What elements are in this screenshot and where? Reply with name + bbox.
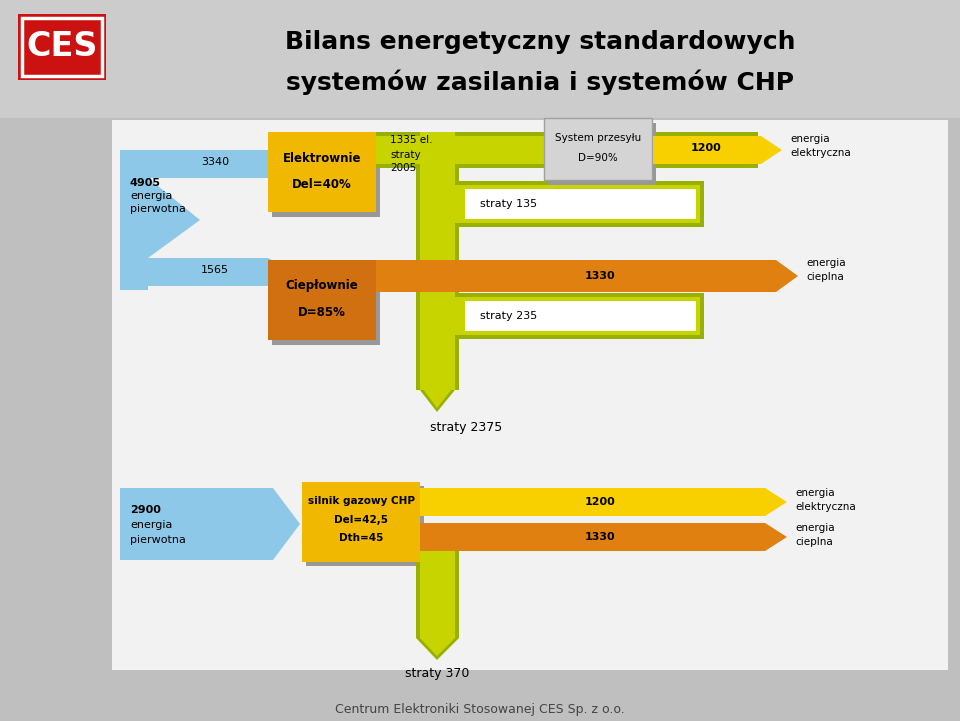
Polygon shape	[761, 136, 782, 164]
Polygon shape	[765, 488, 787, 516]
Bar	[0, 0, 960, 118]
Text: D=85%: D=85%	[298, 306, 346, 319]
Bar	[420, 132, 455, 390]
Polygon shape	[765, 523, 787, 551]
Polygon shape	[416, 638, 459, 660]
Bar	[120, 488, 148, 560]
Bar	[653, 136, 761, 164]
Text: 2005: 2005	[390, 163, 417, 173]
Bar	[465, 189, 696, 219]
Text: elektryczna: elektryczna	[795, 502, 855, 512]
Text: Centrum Elektroniki Stosowanej CES Sp. z o.o.: Centrum Elektroniki Stosowanej CES Sp. z…	[335, 704, 625, 717]
Polygon shape	[420, 638, 455, 656]
Text: straty 135: straty 135	[480, 199, 538, 209]
Text: CES: CES	[26, 30, 98, 63]
Text: straty 370: straty 370	[405, 666, 469, 679]
Text: straty 235: straty 235	[480, 311, 538, 321]
Bar	[148, 488, 273, 560]
Bar	[302, 482, 420, 562]
Text: pierwotna: pierwotna	[130, 535, 186, 545]
Text: Dth=45: Dth=45	[339, 533, 383, 543]
Bar	[416, 293, 704, 339]
Bar	[272, 265, 380, 345]
Text: 4905: 4905	[130, 178, 161, 188]
Bar	[376, 136, 758, 164]
Text: 1200: 1200	[585, 497, 615, 507]
Bar	[376, 132, 758, 168]
Text: 1330: 1330	[585, 532, 615, 542]
Text: straty: straty	[390, 150, 420, 160]
Bar	[120, 150, 148, 290]
Bar	[420, 523, 765, 551]
Bar	[420, 488, 765, 516]
Text: 3340: 3340	[201, 157, 229, 167]
Text: energia: energia	[790, 134, 829, 144]
Text: 1565: 1565	[201, 265, 229, 275]
Polygon shape	[148, 178, 200, 258]
Text: straty 2375: straty 2375	[430, 422, 502, 435]
Polygon shape	[268, 150, 295, 178]
Text: energia: energia	[795, 523, 834, 533]
Text: 1330: 1330	[585, 271, 615, 281]
Text: Elektrownie: Elektrownie	[283, 151, 361, 164]
Polygon shape	[776, 260, 798, 292]
Bar	[112, 120, 948, 670]
Bar	[416, 181, 704, 227]
Bar	[420, 185, 700, 223]
Text: D=90%: D=90%	[578, 153, 618, 163]
Bar	[420, 523, 455, 638]
Text: systemów zasilania i systemów CHP: systemów zasilania i systemów CHP	[286, 69, 794, 94]
Bar	[306, 486, 424, 566]
Bar	[268, 132, 376, 212]
Text: System przesyłu: System przesyłu	[555, 133, 641, 143]
Text: 1200: 1200	[690, 143, 721, 153]
Polygon shape	[148, 258, 268, 286]
Text: elektryczna: elektryczna	[790, 148, 851, 158]
Text: Bilans energetyczny standardowych: Bilans energetyczny standardowych	[285, 30, 795, 54]
Text: energia: energia	[806, 258, 846, 268]
Polygon shape	[416, 385, 459, 412]
Bar	[465, 301, 696, 331]
Text: 2900: 2900	[130, 505, 161, 515]
Bar	[416, 132, 459, 390]
Text: Ciepłownie: Ciepłownie	[286, 280, 358, 293]
Bar	[268, 260, 376, 340]
Text: 1335 el.: 1335 el.	[390, 135, 433, 145]
Bar	[416, 523, 459, 638]
Bar	[544, 118, 652, 180]
Text: cieplna: cieplna	[806, 272, 844, 282]
Text: Del=42,5: Del=42,5	[334, 515, 388, 525]
Text: energia: energia	[130, 520, 173, 530]
Bar	[376, 260, 776, 292]
Text: energia: energia	[130, 191, 173, 201]
Text: Del=40%: Del=40%	[292, 179, 352, 192]
Bar	[548, 123, 656, 185]
Text: pierwotna: pierwotna	[130, 204, 186, 214]
Bar	[22, 18, 102, 76]
Polygon shape	[268, 258, 295, 286]
Text: energia: energia	[795, 488, 834, 498]
Polygon shape	[148, 150, 268, 178]
Bar	[272, 137, 380, 217]
Bar	[420, 297, 700, 335]
Text: silnik gazowy CHP: silnik gazowy CHP	[307, 496, 415, 506]
Text: cieplna: cieplna	[795, 537, 832, 547]
Polygon shape	[420, 385, 455, 408]
Polygon shape	[273, 488, 300, 560]
Bar	[18, 14, 106, 80]
